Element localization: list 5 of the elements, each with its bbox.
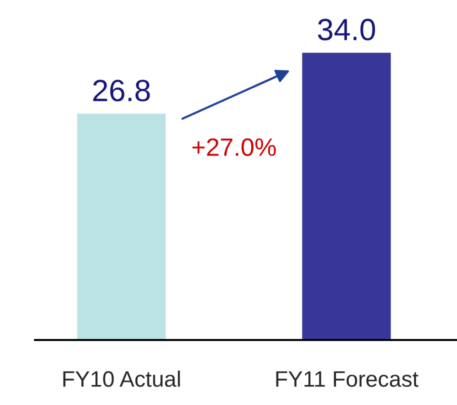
data-label: 34.0 [318,18,376,40]
x-tick-label: FY11 Forecast [276,371,418,387]
annotation: +27.0% [192,138,276,156]
x-tick-label: FY10 Actual [63,370,180,387]
data-label: 26.8 [93,80,150,102]
